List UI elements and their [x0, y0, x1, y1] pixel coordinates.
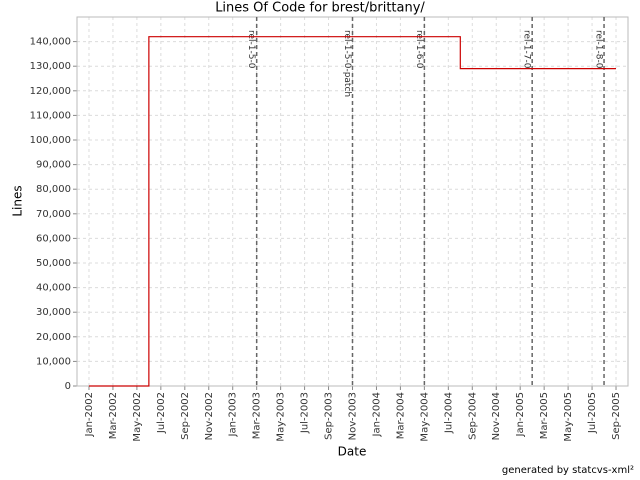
y-tick-label: 20,000 — [36, 332, 71, 343]
tag-label: rel-1-5-0-patch — [342, 30, 352, 97]
x-tick-label: Mar-2002 — [108, 392, 119, 439]
y-tick-label: 0 — [65, 381, 71, 392]
x-tick-label: May-2005 — [563, 392, 574, 442]
x-tick-label: Mar-2004 — [395, 392, 406, 439]
x-tick-label: Mar-2003 — [252, 392, 263, 439]
x-tick-label: Jan-2005 — [515, 392, 526, 437]
y-tick-label: 50,000 — [36, 258, 71, 269]
x-tick-label: Jan-2002 — [84, 392, 95, 437]
x-tick-label: Jul-2005 — [587, 392, 598, 434]
y-tick-label: 40,000 — [36, 283, 71, 294]
y-tick-label: 110,000 — [30, 110, 71, 121]
tag-label: rel-1-8-0 — [594, 30, 604, 69]
y-tick-label: 90,000 — [36, 160, 71, 171]
y-tick-label: 70,000 — [36, 209, 71, 220]
x-tick-label: Jan-2003 — [228, 392, 239, 437]
x-tick-label: Sep-2002 — [180, 392, 191, 440]
x-tick-label: Nov-2003 — [348, 392, 359, 440]
x-tick-label: Sep-2005 — [611, 392, 622, 440]
y-axis-title: Lines — [11, 185, 25, 216]
y-tick-label: 130,000 — [30, 61, 71, 72]
x-axis-title: Date — [338, 445, 367, 459]
x-tick-label: May-2004 — [419, 392, 430, 442]
tag-label: rel-1-6-0 — [414, 30, 424, 69]
x-tick-label: Nov-2004 — [491, 392, 502, 440]
x-tick-label: Jan-2004 — [371, 392, 382, 437]
x-tick-label: May-2002 — [132, 392, 143, 442]
tag-label: rel-1-7-0 — [522, 30, 532, 69]
tag-label: rel-1-5-0 — [246, 30, 256, 69]
line — [88, 36, 617, 387]
x-tick-label: Jul-2004 — [443, 392, 454, 434]
y-tick-label: 30,000 — [36, 307, 71, 318]
y-tick-label: 120,000 — [30, 86, 71, 97]
y-tick-label: 60,000 — [36, 233, 71, 244]
x-tick-label: May-2003 — [276, 392, 287, 442]
x-tick-label: Nov-2002 — [204, 392, 215, 440]
x-tick-label: Jul-2003 — [300, 392, 311, 434]
x-tick-label: Mar-2005 — [539, 392, 550, 439]
chart-title: Lines Of Code for brest/brittany/ — [215, 1, 425, 16]
x-tick-label: Sep-2004 — [467, 392, 478, 440]
y-tick-label: 80,000 — [36, 184, 71, 195]
y-tick-label: 140,000 — [30, 37, 71, 48]
footer: generated by statcvs-xml² — [502, 465, 634, 476]
x-tick-label: Jul-2002 — [156, 392, 167, 434]
x-tick-label: Sep-2003 — [324, 392, 335, 440]
y-tick-label: 10,000 — [36, 356, 71, 367]
y-tick-label: 100,000 — [30, 135, 71, 146]
